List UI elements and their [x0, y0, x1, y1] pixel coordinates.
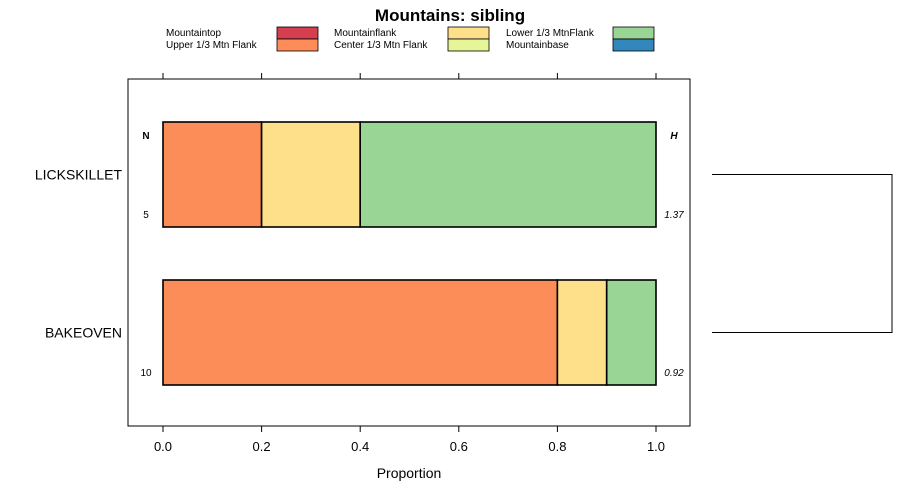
bar-segment: [162, 279, 559, 386]
n-value: 5: [143, 210, 149, 221]
chart-title: Mountains: sibling: [375, 6, 525, 25]
legend-label: Upper 1/3 Mtn Flank: [166, 40, 258, 51]
x-tick-label: 0.6: [450, 439, 468, 454]
legend-swatch: [612, 26, 655, 40]
legend-swatch: [447, 38, 490, 52]
h-header: H: [670, 131, 678, 142]
x-tick-label: 0.8: [548, 439, 566, 454]
legend-swatch: [612, 38, 655, 52]
legend-label: Mountainbase: [506, 40, 569, 51]
h-value: 1.37: [664, 210, 684, 221]
n-value: 10: [140, 368, 152, 379]
plot-panel: [127, 78, 691, 427]
h-value: 0.92: [664, 368, 684, 379]
legend-swatch: [276, 26, 319, 40]
bars: [162, 121, 657, 386]
category-label: LICKSKILLET: [35, 167, 123, 183]
legend-label: Mountaintop: [166, 28, 221, 39]
bar-segment: [359, 121, 657, 228]
bar-segment: [162, 121, 263, 228]
legend-label: Mountainflank: [334, 28, 397, 39]
bar-annotations: 5 1.37 10 0.92 N H: [140, 131, 684, 379]
x-tick-label: 1.0: [647, 439, 665, 454]
x-tick-label: 0.0: [154, 439, 172, 454]
x-axis-label: Proportion: [377, 465, 442, 481]
n-header: N: [142, 131, 149, 142]
category-label: BAKEOVEN: [45, 325, 122, 341]
bar-segment: [605, 279, 657, 386]
legend-swatch: [276, 38, 319, 52]
dendrogram-branch: [712, 174, 893, 333]
dendrogram: [712, 174, 893, 333]
legend-label: Lower 1/3 MtnFlank: [506, 28, 595, 39]
legend-swatch: [447, 26, 490, 40]
x-tick-label: 0.4: [351, 439, 369, 454]
bar-segment: [260, 121, 362, 228]
x-tick-label: 0.2: [253, 439, 271, 454]
legend-label: Center 1/3 Mtn Flank: [334, 40, 428, 51]
x-axis-ticks: 0.0 0.2 0.4 0.6 0.8 1.0: [154, 73, 665, 454]
bar-segment: [556, 279, 608, 386]
category-labels: LICKSKILLET BAKEOVEN: [35, 167, 123, 341]
